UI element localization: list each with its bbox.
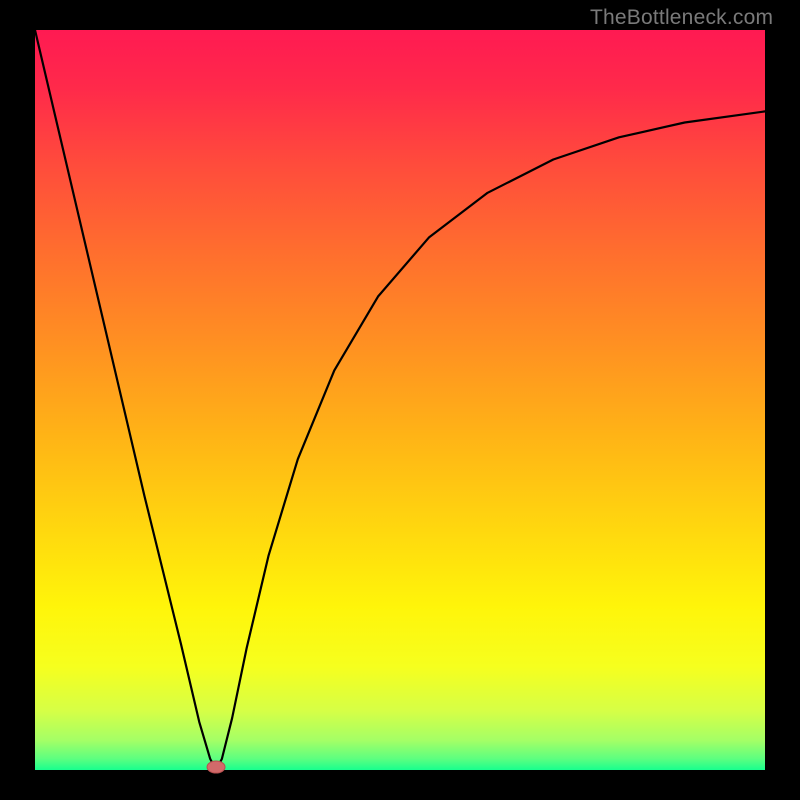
optimal-point-marker [207, 761, 225, 773]
chart-frame: TheBottleneck.com [0, 0, 800, 800]
plot-background [35, 30, 765, 770]
bottleneck-curve-chart [0, 0, 800, 800]
